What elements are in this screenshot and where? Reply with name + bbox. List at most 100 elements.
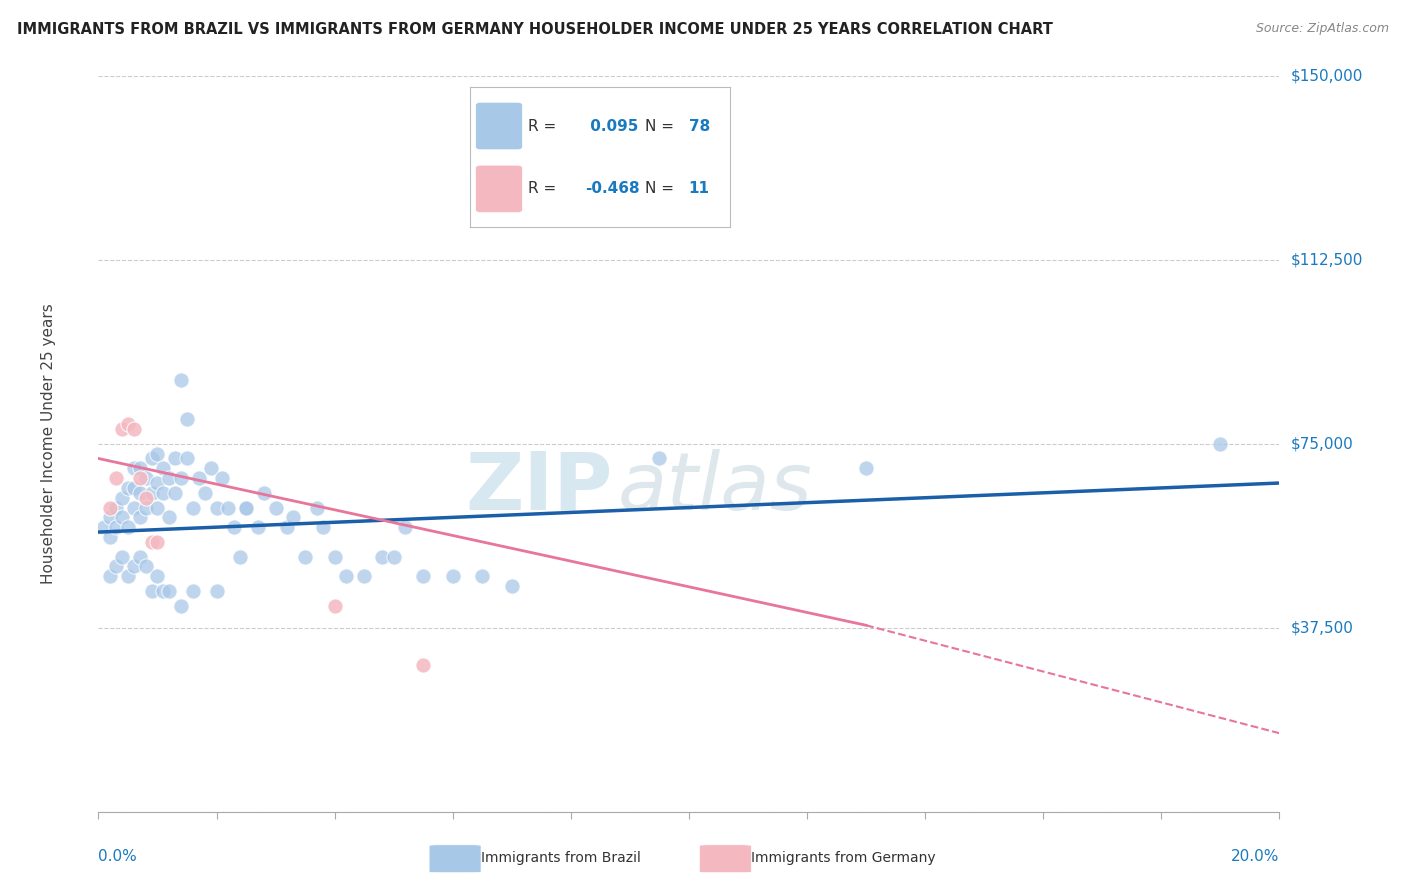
Point bbox=[170, 373, 193, 387]
Point bbox=[128, 461, 150, 475]
Point bbox=[141, 583, 163, 598]
Point bbox=[141, 451, 163, 466]
Point bbox=[135, 559, 157, 574]
Point bbox=[128, 549, 150, 564]
Point bbox=[93, 520, 115, 534]
Text: $150,000: $150,000 bbox=[1291, 69, 1362, 83]
Point bbox=[394, 520, 416, 534]
Point bbox=[323, 599, 346, 613]
Point bbox=[412, 569, 434, 583]
Point bbox=[294, 549, 316, 564]
Point bbox=[441, 569, 464, 583]
Point bbox=[253, 485, 276, 500]
Point bbox=[353, 569, 375, 583]
Point bbox=[165, 451, 187, 466]
Point bbox=[146, 569, 169, 583]
Point bbox=[205, 500, 228, 515]
Point bbox=[98, 569, 121, 583]
Point bbox=[501, 579, 523, 593]
Point bbox=[117, 520, 139, 534]
Text: Householder Income Under 25 years: Householder Income Under 25 years bbox=[41, 303, 56, 584]
Point bbox=[122, 500, 145, 515]
Point bbox=[194, 485, 217, 500]
Point bbox=[235, 500, 257, 515]
Point bbox=[181, 500, 204, 515]
Point bbox=[117, 569, 139, 583]
Point bbox=[128, 510, 150, 524]
Point bbox=[146, 476, 169, 491]
Point bbox=[152, 485, 174, 500]
Point bbox=[217, 500, 239, 515]
Point bbox=[117, 481, 139, 495]
Text: 20.0%: 20.0% bbox=[1232, 848, 1279, 863]
Point bbox=[264, 500, 287, 515]
Point bbox=[105, 500, 128, 515]
Point bbox=[283, 510, 305, 524]
Point bbox=[135, 471, 157, 485]
Point bbox=[170, 599, 193, 613]
Point bbox=[105, 471, 128, 485]
Point bbox=[246, 520, 269, 534]
Point bbox=[181, 583, 204, 598]
Point bbox=[146, 534, 169, 549]
Point bbox=[157, 510, 180, 524]
Point bbox=[157, 471, 180, 485]
Point bbox=[382, 549, 405, 564]
Point bbox=[1209, 436, 1232, 450]
Point bbox=[165, 485, 187, 500]
Point bbox=[122, 422, 145, 436]
Point bbox=[152, 461, 174, 475]
Point bbox=[111, 510, 134, 524]
Point bbox=[276, 520, 298, 534]
Point bbox=[141, 534, 163, 549]
Point bbox=[157, 583, 180, 598]
Point bbox=[371, 549, 394, 564]
Text: Source: ZipAtlas.com: Source: ZipAtlas.com bbox=[1256, 22, 1389, 36]
Point bbox=[152, 583, 174, 598]
Point bbox=[229, 549, 252, 564]
Point bbox=[111, 549, 134, 564]
Point bbox=[98, 500, 121, 515]
Point bbox=[135, 500, 157, 515]
Point bbox=[128, 471, 150, 485]
Point bbox=[335, 569, 357, 583]
Point bbox=[648, 451, 671, 466]
Point bbox=[135, 491, 157, 505]
Point bbox=[170, 471, 193, 485]
Text: $112,500: $112,500 bbox=[1291, 252, 1362, 268]
Point bbox=[128, 485, 150, 500]
Point bbox=[312, 520, 335, 534]
Text: IMMIGRANTS FROM BRAZIL VS IMMIGRANTS FROM GERMANY HOUSEHOLDER INCOME UNDER 25 YE: IMMIGRANTS FROM BRAZIL VS IMMIGRANTS FRO… bbox=[17, 22, 1053, 37]
Point bbox=[412, 657, 434, 672]
Point bbox=[105, 520, 128, 534]
Point bbox=[855, 461, 877, 475]
Text: $75,000: $75,000 bbox=[1291, 436, 1354, 451]
Point bbox=[105, 559, 128, 574]
Text: 0.0%: 0.0% bbox=[98, 848, 138, 863]
Point bbox=[235, 500, 257, 515]
Point bbox=[98, 530, 121, 544]
Text: ZIP: ZIP bbox=[465, 449, 612, 527]
Point bbox=[187, 471, 209, 485]
Point bbox=[111, 491, 134, 505]
Point bbox=[205, 583, 228, 598]
Point bbox=[111, 422, 134, 436]
Point bbox=[211, 471, 233, 485]
Point bbox=[471, 569, 494, 583]
Point bbox=[146, 446, 169, 460]
Point bbox=[305, 500, 328, 515]
Point bbox=[323, 549, 346, 564]
Point bbox=[122, 559, 145, 574]
Point bbox=[176, 451, 198, 466]
Point bbox=[224, 520, 246, 534]
Point bbox=[117, 417, 139, 431]
Point bbox=[176, 412, 198, 426]
Point bbox=[98, 510, 121, 524]
Text: $37,500: $37,500 bbox=[1291, 620, 1354, 635]
Point bbox=[141, 485, 163, 500]
Point bbox=[122, 481, 145, 495]
Point bbox=[122, 461, 145, 475]
Point bbox=[200, 461, 222, 475]
Point bbox=[146, 500, 169, 515]
Text: atlas: atlas bbox=[619, 449, 813, 527]
